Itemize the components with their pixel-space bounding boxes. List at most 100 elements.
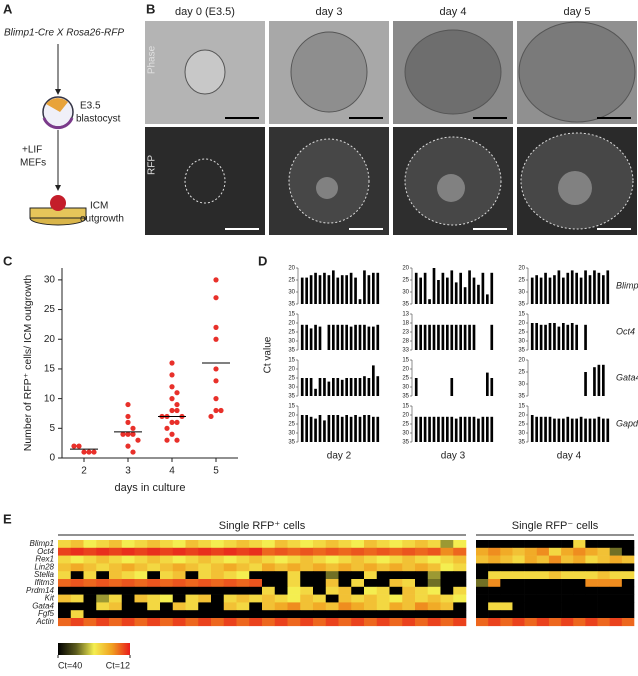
heatmap-cell (83, 579, 97, 588)
heatmap-cell (274, 602, 288, 611)
heatmap-cell (338, 586, 352, 595)
heatmap-cell (172, 610, 186, 619)
data-point (213, 277, 219, 283)
heatmap-cell (389, 610, 403, 619)
heatmap-cell (147, 540, 161, 549)
heatmap-cell (524, 540, 538, 549)
y-tick-label: 30 (288, 385, 295, 391)
heatmap-cell (147, 579, 161, 588)
y-tick-label: 25 (288, 330, 295, 336)
bar (414, 324, 418, 350)
heatmap-cell (476, 555, 489, 564)
bar (450, 270, 454, 304)
heatmap-cell (160, 586, 174, 595)
heatmap-cell (185, 586, 199, 595)
heatmap-cell (300, 563, 314, 572)
heatmap-cell (364, 547, 378, 556)
heatmap-cell (134, 547, 148, 556)
heatmap-cell (585, 594, 598, 603)
column-label: day 0 (E3.5) (175, 6, 235, 18)
heatmap-cell (476, 610, 489, 619)
panel-a: A Blimp1-Cre X Rosa26-RFP E3.5 blastocys… (3, 1, 124, 226)
heatmap-cell (536, 555, 550, 564)
heatmap-cell (160, 540, 174, 549)
bar (459, 324, 462, 350)
heatmap-cell (488, 547, 501, 556)
heatmap-cell (548, 602, 562, 611)
heatmap-cell (524, 602, 538, 611)
bar (340, 379, 344, 396)
heatmap-cell (83, 618, 97, 627)
bar (423, 272, 427, 304)
heatmap-cell (561, 602, 574, 611)
heatmap-cell (488, 594, 501, 603)
bar (593, 418, 596, 442)
heatmap-cell (415, 602, 429, 611)
heatmap-cell (262, 618, 276, 627)
heatmap-cell (211, 579, 225, 588)
heatmap-cell (500, 563, 513, 572)
heatmap-cell (488, 579, 501, 588)
bar (553, 323, 556, 350)
heatmap-cell (109, 563, 123, 572)
heatmap-cell (585, 547, 598, 556)
y-tick-label: 28 (402, 339, 409, 345)
heatmap-cell (415, 618, 429, 627)
heatmap-cell (351, 571, 365, 580)
heatmap-cell (134, 579, 148, 588)
bar (336, 378, 340, 396)
heatmap-cell (524, 547, 538, 556)
bar (314, 324, 317, 350)
heatmap-cell (597, 610, 610, 619)
heatmap-cell (427, 602, 441, 611)
panel-label: A (3, 1, 13, 16)
heatmap-cell (453, 610, 467, 619)
bar (530, 415, 534, 442)
bar (539, 324, 543, 350)
heatmap-cell (185, 547, 199, 556)
heatmap-cell (440, 571, 454, 580)
heatmap-cell (109, 610, 123, 619)
heatmap-cell (453, 594, 467, 603)
heatmap-cell (524, 610, 538, 619)
heatmap-cell (364, 618, 378, 627)
heatmap-cell (512, 618, 525, 627)
bar (305, 415, 308, 442)
cross-text: Blimp1-Cre X Rosa26-RFP (4, 28, 124, 39)
bar (323, 420, 326, 442)
rfp-signal (316, 177, 338, 199)
heatmap-cell (512, 555, 525, 564)
heatmap-cell (236, 547, 250, 556)
colorbar (58, 643, 130, 655)
heatmap-cell (236, 563, 250, 572)
heatmap-cell (325, 563, 339, 572)
y-tick-label: 30 (518, 339, 525, 345)
bar (490, 324, 494, 350)
heatmap-cell (83, 602, 97, 611)
y-tick-label: 25 (288, 422, 295, 428)
heatmap-cell (83, 563, 97, 572)
heatmap-cell (249, 571, 263, 580)
heatmap-cell (262, 594, 276, 603)
heatmap-cell (561, 586, 574, 595)
y-tick-label: 30 (518, 431, 525, 437)
bar (376, 324, 380, 350)
x-category-label: day 3 (441, 451, 466, 462)
heatmap-cell (440, 579, 454, 588)
heatmap-cell (376, 547, 390, 556)
bar (562, 277, 565, 304)
heatmap-cell (121, 540, 135, 549)
heatmap-cell (351, 547, 365, 556)
heatmap-cell (338, 540, 352, 549)
heatmap-cell (274, 594, 288, 603)
heatmap-cell (300, 594, 314, 603)
heatmap-cell (338, 571, 352, 580)
heatmap-cell (70, 602, 84, 611)
heatmap-cell (512, 586, 525, 595)
heatmap-cell (109, 540, 123, 549)
heatmap-cell (58, 610, 72, 619)
bar (349, 272, 353, 304)
bar (372, 272, 375, 304)
data-point (125, 443, 131, 449)
bar (309, 275, 313, 304)
